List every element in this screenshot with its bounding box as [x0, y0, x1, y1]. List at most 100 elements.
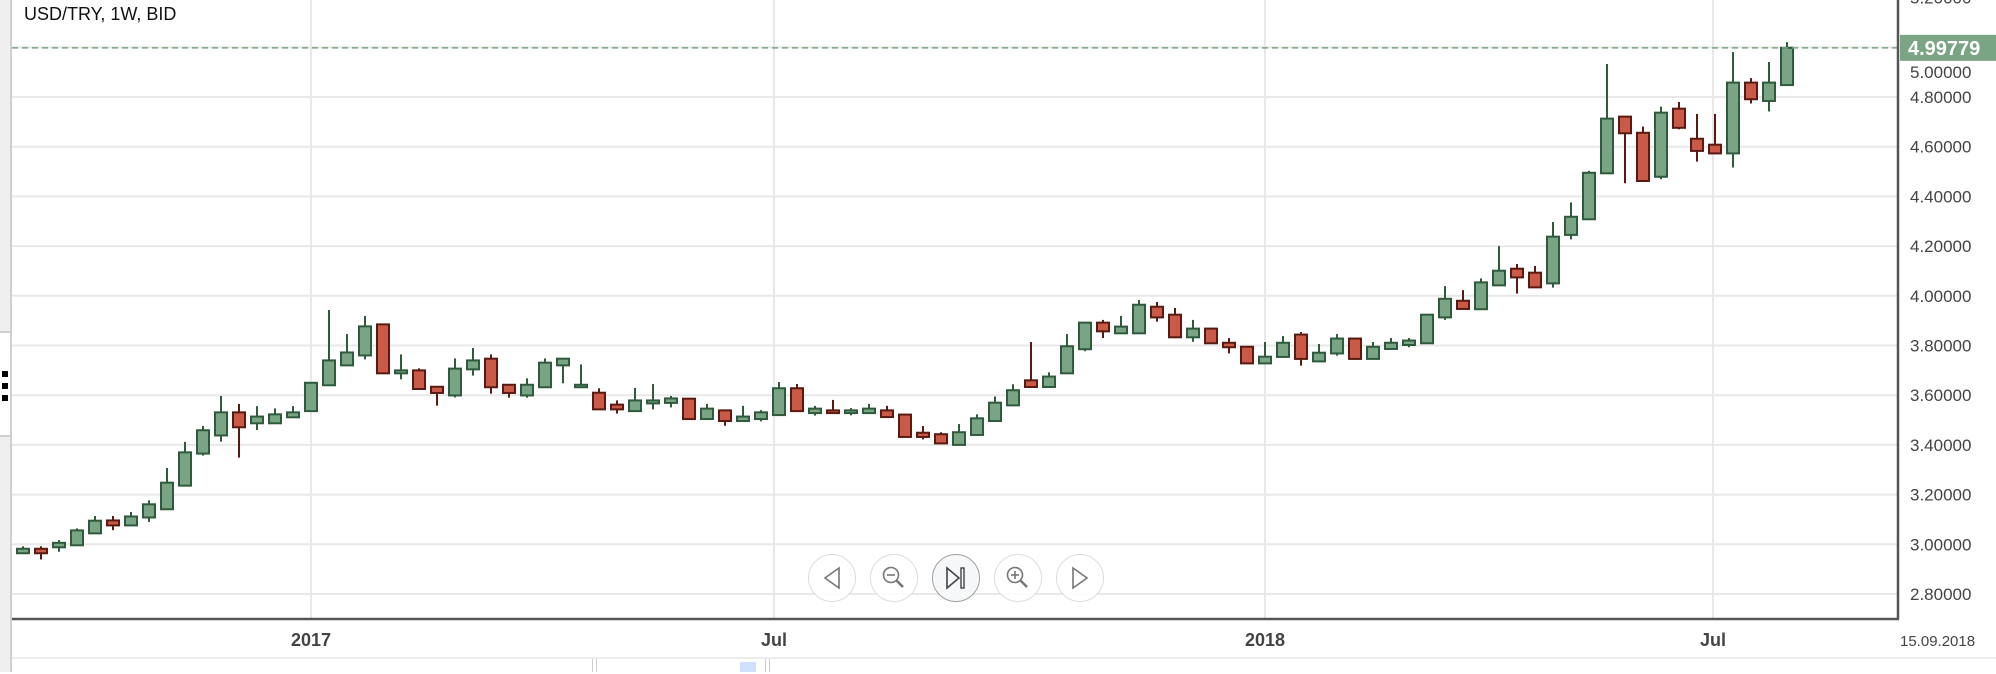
candle-body	[340, 351, 354, 367]
navigator-window[interactable]	[740, 662, 756, 672]
candle-body	[646, 399, 660, 405]
candle-body	[1438, 297, 1452, 319]
candle-down	[826, 399, 840, 415]
candle-body	[1474, 281, 1488, 311]
candle-body	[1132, 303, 1146, 335]
candle-up	[988, 396, 1002, 423]
candle-body	[160, 481, 174, 511]
candle-body	[1294, 333, 1308, 360]
candle-body	[826, 409, 840, 415]
candle-body	[1258, 355, 1272, 365]
candle-body	[286, 411, 300, 419]
candle-up	[1474, 278, 1488, 311]
candle-body	[250, 415, 264, 425]
candle-body	[520, 383, 534, 397]
candle-body	[1276, 341, 1290, 358]
candle-down	[1096, 319, 1110, 339]
candle-up	[1582, 170, 1596, 221]
zoom-out-button[interactable]	[870, 554, 918, 602]
x-tick-label: Jul	[761, 630, 787, 650]
candle-body	[664, 397, 678, 404]
candle-up	[1312, 344, 1326, 363]
candle-body	[808, 407, 822, 415]
candle-body	[376, 323, 390, 375]
candle-body	[214, 411, 228, 437]
candle-body	[556, 357, 570, 367]
candle-down	[1456, 290, 1470, 310]
candle-down	[1708, 113, 1722, 155]
candle-body	[538, 361, 552, 389]
candle-body	[196, 429, 210, 455]
candle-body	[574, 383, 588, 389]
candle-body	[1672, 107, 1686, 129]
candle-down	[1510, 263, 1524, 294]
y-tick-label: 3.80000	[1910, 337, 1971, 356]
candle-body	[718, 409, 732, 423]
y-tick-label: 2.80000	[1910, 585, 1971, 604]
candle-up	[466, 347, 480, 376]
scroll-left-button[interactable]	[808, 554, 856, 602]
candle-body	[970, 417, 984, 436]
candle-body	[1564, 215, 1578, 236]
zoom-in-button[interactable]	[994, 554, 1042, 602]
candle-down	[1636, 126, 1650, 182]
candle-up	[1258, 342, 1272, 365]
candle-body	[1348, 337, 1362, 360]
candle-body	[466, 359, 480, 371]
navigator-right-handle[interactable]	[765, 659, 770, 672]
candle-up	[1564, 202, 1578, 240]
candle-up	[628, 387, 642, 413]
candle-body	[1528, 271, 1542, 289]
triangle-left-icon	[823, 566, 840, 590]
candle-body	[1420, 313, 1434, 345]
skip-end-icon	[946, 566, 965, 590]
candle-up	[1600, 63, 1614, 175]
candle-up	[1114, 315, 1128, 335]
candle-body	[448, 367, 462, 397]
candle-body	[1456, 299, 1470, 310]
candle-body	[1546, 235, 1560, 285]
candle-up	[88, 515, 102, 535]
zoom-out-icon	[882, 566, 904, 588]
navigator-strip[interactable]	[12, 657, 1996, 674]
candle-body	[1330, 337, 1344, 355]
candle-down	[1168, 307, 1182, 339]
y-tick-label: 4.40000	[1910, 187, 1971, 206]
candles	[16, 42, 1794, 560]
candle-body	[358, 325, 372, 357]
y-tick-label: 3.60000	[1910, 386, 1971, 405]
candle-body	[412, 369, 426, 390]
candle-down	[916, 426, 930, 440]
candle-body	[70, 529, 84, 547]
candle-up	[772, 382, 786, 417]
candle-up	[250, 406, 264, 430]
panel-resize-handle[interactable]	[0, 331, 10, 437]
reset-to-latest-button[interactable]	[932, 554, 980, 602]
y-tick-label: 4.60000	[1910, 138, 1971, 157]
candle-down	[592, 388, 606, 411]
candle-body	[772, 387, 786, 417]
candle-body	[1510, 267, 1524, 279]
chart-title: USD/TRY, 1W, BID	[24, 4, 177, 24]
candle-body	[1204, 327, 1218, 345]
candle-body	[1042, 375, 1056, 388]
candle-down	[1240, 345, 1254, 365]
candle-body	[304, 381, 318, 413]
candle-up	[1762, 61, 1776, 112]
candle-body	[1078, 321, 1092, 351]
candle-down	[880, 405, 894, 419]
candle-body	[1024, 379, 1038, 388]
candle-body	[1690, 137, 1704, 152]
navigator-left-handle[interactable]	[592, 659, 597, 672]
candle-body	[700, 407, 714, 421]
axes: 2.80000 3.00000 3.20000 3.40000 3.60000 3.800…	[12, 0, 1996, 650]
candle-up	[1726, 52, 1740, 168]
y-tick-label: 4.80000	[1910, 88, 1971, 107]
candle-up	[520, 378, 534, 398]
candle-up	[52, 540, 66, 552]
candle-up	[394, 354, 408, 380]
candle-body	[1618, 115, 1632, 135]
scroll-right-button[interactable]	[1056, 554, 1104, 602]
y-tick-label: 5.20000	[1910, 0, 1971, 8]
